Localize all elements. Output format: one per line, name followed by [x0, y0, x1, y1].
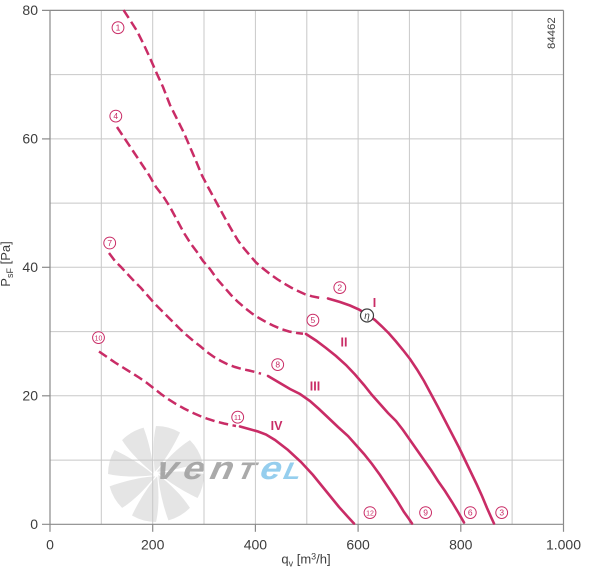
svg-text:400: 400: [244, 537, 268, 553]
svg-text:2: 2: [337, 283, 342, 293]
svg-text:40: 40: [22, 259, 38, 275]
svg-text:7: 7: [107, 238, 112, 248]
svg-text:11: 11: [234, 415, 241, 422]
svg-text:ven: ven: [153, 451, 243, 486]
svg-text:80: 80: [22, 2, 38, 18]
svg-text:4: 4: [113, 111, 118, 121]
svg-text:10: 10: [95, 336, 103, 343]
svg-text:0: 0: [46, 537, 54, 553]
svg-text:PsF [Pa]: PsF [Pa]: [0, 241, 15, 286]
svg-text:200: 200: [141, 537, 165, 553]
svg-text:12: 12: [366, 511, 374, 518]
svg-text:800: 800: [449, 537, 473, 553]
svg-text:III: III: [310, 380, 320, 394]
svg-text:1: 1: [116, 23, 121, 33]
svg-text:60: 60: [22, 130, 38, 146]
svg-text:9: 9: [423, 508, 428, 518]
svg-text:I: I: [373, 296, 376, 310]
svg-text:20: 20: [22, 387, 38, 403]
svg-text:qv [m3/h]: qv [m3/h]: [281, 552, 330, 569]
svg-text:0: 0: [30, 516, 38, 532]
svg-text:II: II: [341, 336, 348, 350]
svg-text:1.000: 1.000: [546, 537, 581, 553]
svg-text:5: 5: [311, 315, 316, 325]
svg-text:3: 3: [499, 508, 504, 518]
svg-text:L: L: [281, 457, 304, 484]
svg-text:6: 6: [468, 508, 473, 518]
svg-text:84462: 84462: [546, 17, 558, 49]
svg-text:600: 600: [346, 537, 370, 553]
svg-text:8: 8: [275, 360, 280, 370]
svg-text:IV: IV: [271, 419, 283, 433]
svg-text:η: η: [364, 311, 370, 322]
